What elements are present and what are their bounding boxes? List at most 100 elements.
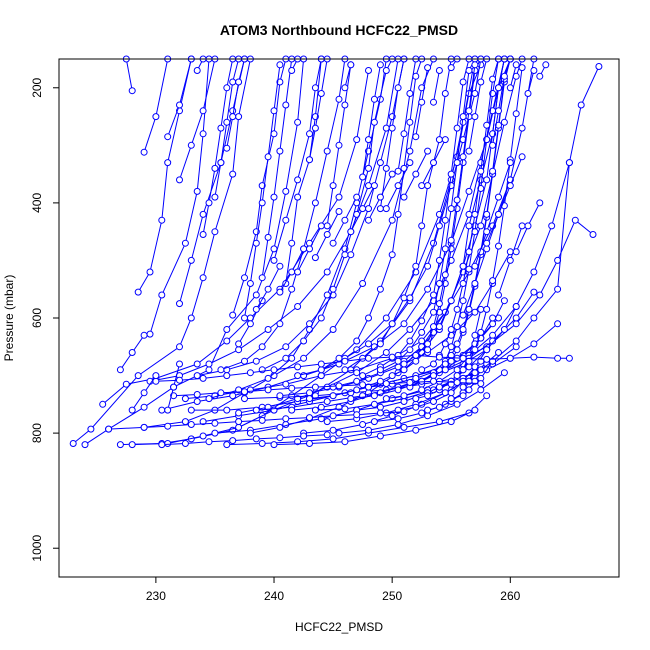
data-point: [477, 386, 485, 394]
data-point: [288, 384, 296, 392]
data-point: [323, 268, 331, 276]
data-point: [430, 377, 437, 385]
data-point: [341, 101, 349, 109]
data-point: [441, 90, 449, 97]
data-point: [294, 268, 302, 276]
data-point: [193, 398, 201, 405]
data-point: [495, 291, 502, 299]
data-point: [512, 343, 520, 351]
data-point: [370, 118, 378, 126]
data-point: [122, 380, 130, 388]
data-point: [435, 403, 443, 411]
data-point: [246, 320, 254, 328]
data-point: [223, 406, 231, 414]
data-point: [536, 72, 544, 80]
data-point: [465, 222, 473, 230]
data-point: [276, 288, 284, 296]
data-point: [217, 366, 225, 374]
data-point: [376, 403, 384, 411]
data-point: [506, 84, 514, 92]
data-point: [388, 216, 396, 224]
data-point: [495, 242, 502, 250]
data-point: [530, 353, 538, 361]
data-point: [199, 274, 207, 282]
data-point: [406, 90, 414, 97]
data-point: [412, 395, 420, 403]
data-point: [524, 222, 532, 230]
data-point: [554, 354, 562, 362]
data-point: [441, 360, 449, 368]
data-point: [418, 366, 426, 374]
data-point: [459, 366, 467, 374]
data-point: [394, 167, 402, 175]
data-point: [288, 268, 296, 276]
data-point: [412, 133, 420, 141]
data-point: [447, 343, 455, 351]
data-point: [276, 434, 284, 442]
data-point: [187, 141, 195, 149]
data-point: [483, 346, 491, 354]
data-point: [477, 176, 485, 184]
data-point: [418, 317, 426, 325]
data-point: [317, 314, 325, 322]
data-point: [282, 343, 290, 351]
data-point: [418, 386, 426, 394]
data-point: [282, 187, 290, 195]
data-point: [483, 245, 491, 253]
data-point: [264, 153, 272, 161]
y-tick-label: 1000: [30, 535, 44, 562]
data-point: [365, 164, 372, 172]
data-point: [441, 366, 449, 374]
data-point: [459, 153, 467, 161]
data-point: [164, 159, 172, 167]
data-point: [447, 326, 455, 333]
data-point: [282, 354, 290, 362]
data-point: [424, 262, 432, 270]
x-tick-label: 250: [382, 589, 402, 603]
data-point: [412, 170, 420, 178]
data-point: [335, 193, 343, 201]
data-point: [500, 326, 508, 333]
y-tick-label: 800: [30, 423, 44, 443]
data-point: [353, 386, 361, 394]
data-point: [116, 366, 124, 374]
data-point: [388, 251, 396, 259]
x-tick-label: 240: [264, 589, 284, 603]
data-point: [87, 425, 95, 433]
data-point: [359, 372, 367, 380]
data-point: [193, 187, 201, 195]
data-point: [258, 440, 266, 447]
data-point: [317, 372, 325, 380]
data-point: [282, 216, 290, 224]
data-point: [382, 349, 390, 356]
data-point: [477, 328, 485, 336]
data-point: [400, 366, 408, 374]
data-point: [424, 147, 432, 155]
data-point: [453, 196, 461, 204]
data-point: [500, 118, 508, 126]
data-point: [294, 176, 302, 184]
data-point: [542, 61, 550, 69]
data-point: [205, 438, 213, 446]
profile-line: [273, 58, 322, 261]
data-point: [317, 360, 325, 368]
data-point: [365, 426, 372, 434]
data-point: [205, 366, 213, 374]
data-point: [294, 303, 302, 310]
data-point: [223, 372, 231, 380]
data-point: [187, 256, 195, 264]
data-point: [489, 141, 497, 149]
data-point: [323, 222, 331, 230]
data-point: [471, 308, 479, 316]
data-point: [412, 426, 420, 434]
data-point: [595, 63, 603, 70]
data-point: [353, 193, 361, 201]
data-point: [353, 136, 361, 144]
data-point: [306, 156, 313, 164]
data-point: [465, 67, 473, 74]
data-point: [512, 110, 520, 118]
data-point: [465, 305, 473, 313]
data-point: [229, 170, 237, 178]
data-point: [306, 440, 313, 447]
